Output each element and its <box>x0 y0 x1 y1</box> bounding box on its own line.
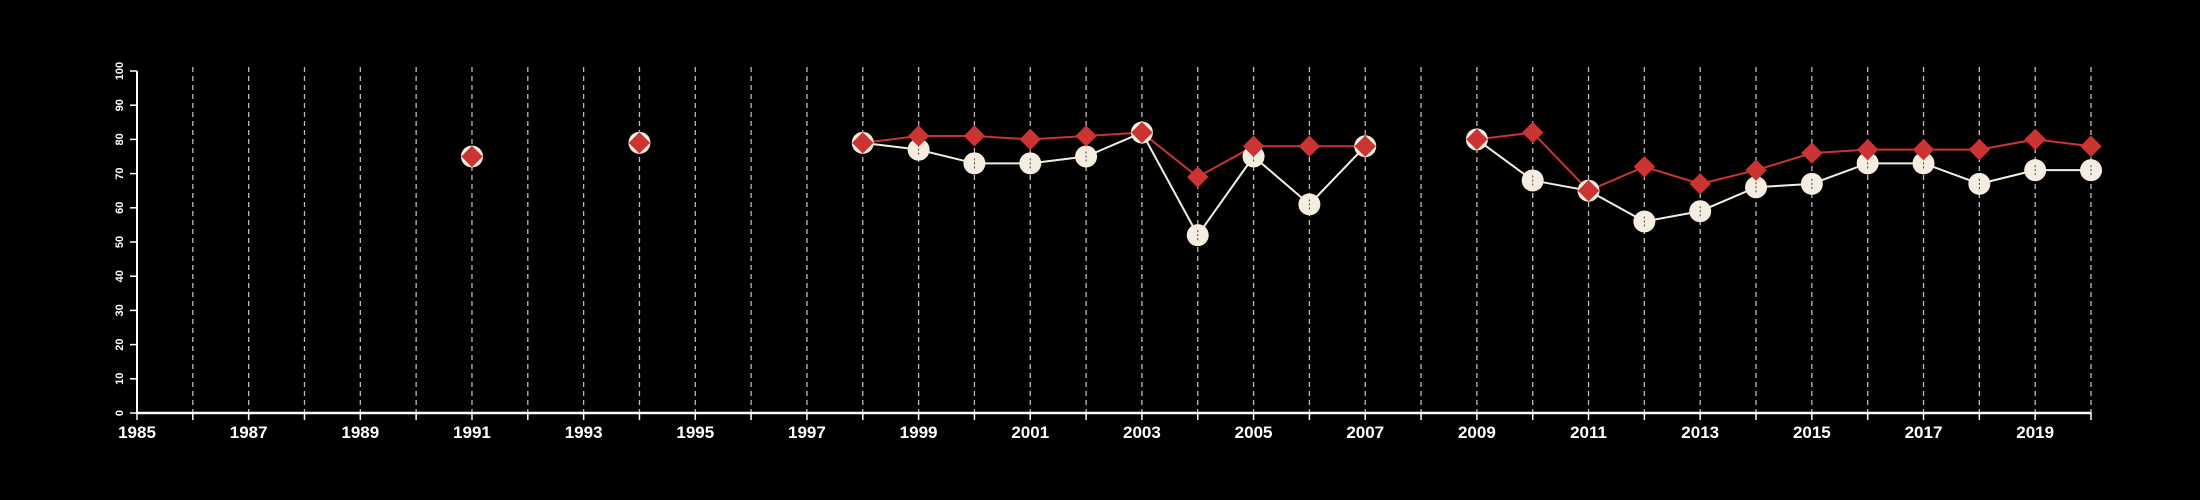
x-tick-label-2019: 2019 <box>2016 423 2054 442</box>
series-1-point-2004 <box>1187 166 1209 188</box>
series-1-segment-2011 <box>1531 131 1590 192</box>
x-tick-label-1997: 1997 <box>788 423 826 442</box>
y-tick-label-90: 90 <box>114 99 126 111</box>
x-tick-label-1993: 1993 <box>565 423 603 442</box>
y-tick-label-30: 30 <box>114 304 126 316</box>
series-1-point-2005 <box>1242 135 1265 157</box>
y-tick-label-0: 0 <box>114 410 126 416</box>
series-1-segment-2019 <box>1979 138 2036 151</box>
x-tick-label-2001: 2001 <box>1011 423 1049 442</box>
x-tick-label-1995: 1995 <box>676 423 714 442</box>
y-tick-label-70: 70 <box>114 167 126 179</box>
series-1-point-2003 <box>1131 121 1153 144</box>
series-0-segment-2010 <box>1476 138 1534 182</box>
y-tick-label-50: 50 <box>114 236 126 248</box>
series-1-point-2007 <box>1354 135 1376 157</box>
x-tick-label-2005: 2005 <box>1235 423 1273 442</box>
x-tick-label-2013: 2013 <box>1681 423 1719 442</box>
series-1-point-1999 <box>907 125 930 147</box>
x-tick-label-2015: 2015 <box>1793 423 1831 442</box>
series-1-point-1991 <box>461 145 483 168</box>
series-0-segment-2005 <box>1196 155 1255 236</box>
series-1-segment-2015 <box>1755 152 1813 172</box>
x-tick-label-1999: 1999 <box>900 423 938 442</box>
y-tick-label-80: 80 <box>114 133 126 145</box>
series-0-segment-2006 <box>1252 155 1311 206</box>
series-1-point-1998 <box>852 132 874 154</box>
series-1-point-2013 <box>1689 173 1711 195</box>
series-1-segment-2014 <box>1699 169 1757 185</box>
series-1-point-2015 <box>1801 142 1823 164</box>
series-1-segment-2004 <box>1141 131 1199 178</box>
x-tick-label-1989: 1989 <box>341 423 379 442</box>
series-1-point-2009 <box>1466 128 1488 151</box>
y-tick-label-100: 100 <box>114 62 126 80</box>
x-tick-label-1987: 1987 <box>230 423 268 442</box>
series-1-point-2010 <box>1522 121 1544 144</box>
series-1-point-2016 <box>1856 138 1879 161</box>
series-1-point-2012 <box>1633 156 1656 178</box>
x-tick-label-2011: 2011 <box>1570 423 1607 442</box>
x-tick-label-2017: 2017 <box>1905 423 1943 442</box>
series-1-point-2019 <box>2024 128 2046 151</box>
series-1-point-2020 <box>2080 135 2102 157</box>
series-1-point-1994 <box>628 132 651 154</box>
series-1-point-2001 <box>1019 128 1041 151</box>
series-1-point-2006 <box>1298 135 1321 157</box>
x-tick-label-2007: 2007 <box>1346 423 1384 442</box>
x-tick-label-1991: 1991 <box>453 423 491 442</box>
y-tick-label-40: 40 <box>114 270 126 282</box>
x-tick-label-2003: 2003 <box>1123 423 1161 442</box>
series-0-segment-2007 <box>1308 145 1366 206</box>
series-1-point-2011 <box>1577 179 1600 202</box>
y-tick-label-60: 60 <box>114 202 126 214</box>
series-1-segment-2013 <box>1644 165 1701 185</box>
y-tick-label-10: 10 <box>114 373 126 385</box>
series-1-point-2018 <box>1968 138 1991 161</box>
x-tick-label-1985: 1985 <box>118 423 156 442</box>
y-tick-label-20: 20 <box>114 338 126 350</box>
series-1-point-2000 <box>963 125 986 147</box>
series-1-point-2002 <box>1075 125 1097 147</box>
series-1-point-2014 <box>1745 159 1767 181</box>
x-tick-label-2009: 2009 <box>1458 423 1496 442</box>
series-0-segment-2004 <box>1141 132 1199 236</box>
series-1-point-2017 <box>1912 138 1935 161</box>
